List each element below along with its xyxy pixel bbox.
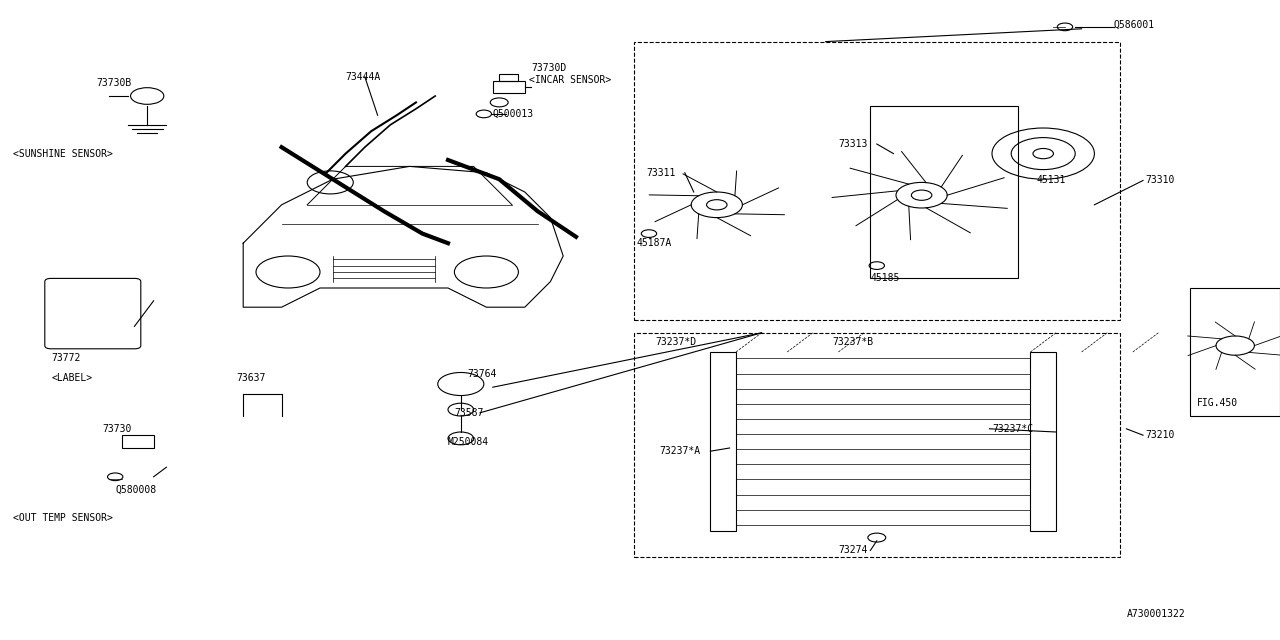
Text: 45185: 45185 (870, 273, 900, 284)
Text: 73764: 73764 (467, 369, 497, 380)
Bar (499, 74, 518, 81)
Text: 73237*A: 73237*A (659, 446, 700, 456)
Bar (1030, 352, 1056, 531)
Text: FIG.450: FIG.450 (1197, 398, 1238, 408)
Text: 73444A: 73444A (346, 72, 381, 82)
Text: 73311: 73311 (646, 168, 676, 178)
Text: 73730: 73730 (102, 424, 132, 434)
Text: 73310: 73310 (1146, 175, 1175, 186)
Text: Q500013: Q500013 (493, 109, 534, 119)
Text: Q580008: Q580008 (115, 484, 156, 495)
Bar (710, 352, 736, 531)
Text: 45131: 45131 (1037, 175, 1066, 186)
Text: 73313: 73313 (838, 139, 868, 149)
Text: 73210: 73210 (1146, 430, 1175, 440)
Bar (1190, 288, 1280, 416)
Bar (493, 81, 525, 93)
Text: 73772: 73772 (51, 353, 81, 364)
Text: 73637: 73637 (237, 372, 266, 383)
Text: 73587: 73587 (454, 408, 484, 418)
Text: M250084: M250084 (448, 436, 489, 447)
Bar (634, 42, 1120, 320)
Text: 73274: 73274 (838, 545, 868, 556)
Text: <OUT TEMP SENSOR>: <OUT TEMP SENSOR> (13, 513, 113, 524)
Text: 45187A: 45187A (636, 238, 672, 248)
Text: <SUNSHINE SENSOR>: <SUNSHINE SENSOR> (13, 148, 113, 159)
Text: 73237*C: 73237*C (992, 424, 1033, 434)
Bar (122, 435, 154, 448)
Text: <INCAR SENSOR>: <INCAR SENSOR> (529, 75, 611, 85)
Bar (634, 333, 1120, 557)
Text: 73730D: 73730D (531, 63, 567, 74)
Text: A730001322: A730001322 (1126, 609, 1185, 620)
Text: 73730B: 73730B (96, 78, 132, 88)
Text: <LABEL>: <LABEL> (51, 372, 92, 383)
Text: Q586001: Q586001 (1114, 19, 1155, 29)
Bar (870, 106, 1018, 278)
Text: 73237*D: 73237*D (655, 337, 696, 348)
Text: 73237*B: 73237*B (832, 337, 873, 348)
